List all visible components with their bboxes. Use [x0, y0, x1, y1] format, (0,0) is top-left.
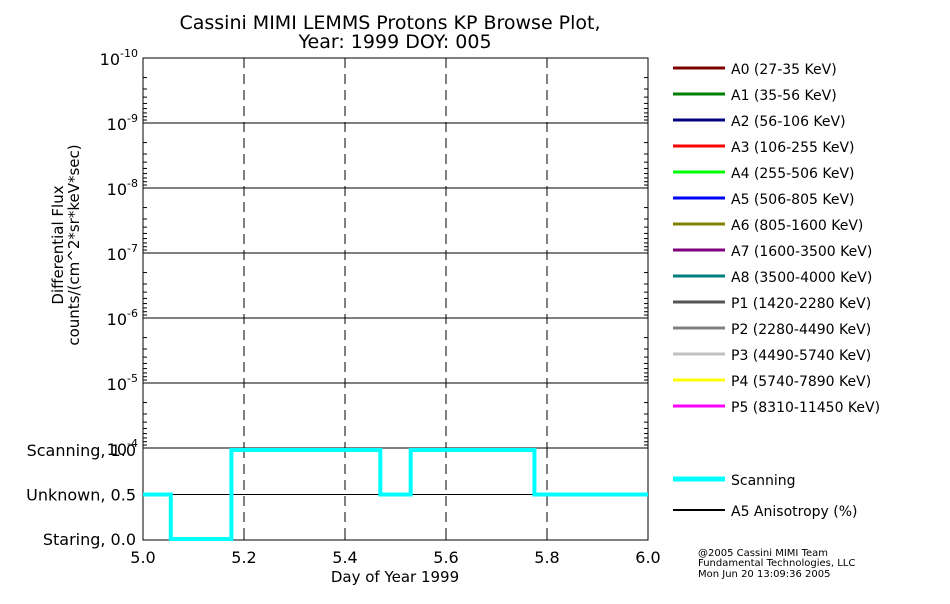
legend-label: P3 (4490-5740 KeV) — [731, 348, 871, 364]
legend-label: A3 (106-255 KeV) — [731, 140, 854, 156]
y-tick-label: 10-4 — [107, 437, 138, 459]
credit-line1: @2005 Cassini MIMI Team — [698, 548, 828, 559]
credit-line3: Mon Jun 20 13:09:36 2005 — [698, 569, 831, 580]
legend-label: A6 (805-1600 KeV) — [731, 218, 863, 234]
y-axis-label-line2: counts/(cm^2*sr*keV*sec) — [65, 144, 83, 345]
y-tick-label: 10-10 — [100, 47, 138, 69]
y-axis-label-line1: Differential Flux — [49, 185, 67, 304]
x-axis: 5.0 5.2 5.4 5.6 5.8 6.0 Day of Year 1999 — [130, 58, 661, 586]
y-tick-label: 10-8 — [107, 177, 138, 199]
chart-title-line1: Cassini MIMI LEMMS Protons KP Browse Plo… — [179, 12, 600, 34]
x-tick-label: 5.2 — [231, 548, 256, 567]
status-y-tick-label: Scanning, 1.0 — [27, 441, 136, 460]
y-tick-label: 10-5 — [107, 372, 138, 394]
series-scanning-line — [143, 448, 648, 541]
legend-label: P2 (2280-4490 KeV) — [731, 322, 871, 338]
x-tick-labels: 5.0 5.2 5.4 5.6 5.8 6.0 — [130, 548, 660, 567]
legend-label: A8 (3500-4000 KeV) — [731, 270, 872, 286]
x-tick-label: 6.0 — [635, 548, 660, 567]
legend-label: P1 (1420-2280 KeV) — [731, 296, 871, 312]
x-ticks — [142, 58, 649, 540]
legend-status: Scanning A5 Anisotropy (%) — [673, 473, 858, 520]
x-tick-label: 5.8 — [534, 548, 559, 567]
legend-label: A5 (506-805 KeV) — [731, 192, 854, 208]
status-panel: Scanning, 1.0 Unknown, 0.5 Staring, 0.0 — [26, 441, 649, 549]
y-tick-label: 10-7 — [107, 242, 138, 264]
credit: @2005 Cassini MIMI Team Fundamental Tech… — [698, 548, 855, 580]
y-tick-label: 10-9 — [107, 112, 138, 134]
status-series — [143, 448, 648, 541]
legend-flux: A0 (27-35 KeV) A1 (35-56 KeV) A2 (56-106 K… — [673, 62, 880, 416]
flux-vertical-grid — [243, 58, 548, 448]
legend-label: A0 (27-35 KeV) — [731, 62, 837, 78]
flux-horizontal-grid — [143, 122, 648, 384]
status-y-tick-label: Staring, 0.0 — [43, 530, 136, 549]
legend-label: Scanning — [731, 473, 796, 489]
credit-line2: Fundamental Technologies, LLC — [698, 558, 855, 569]
x-tick-label: 5.4 — [332, 548, 357, 567]
legend-label: A1 (35-56 KeV) — [731, 88, 837, 104]
x-tick-label: 5.0 — [130, 548, 155, 567]
y-axis-label: Differential Flux counts/(cm^2*sr*keV*se… — [49, 144, 83, 345]
flux-y-tick-labels: 10-10 10-9 10-8 10-7 10-6 10-5 10-4 — [100, 47, 138, 459]
legend-label: P4 (5740-7890 KeV) — [731, 374, 871, 390]
legend-label: A5 Anisotropy (%) — [731, 504, 858, 520]
x-axis-label: Day of Year 1999 — [331, 568, 459, 586]
legend-label: A7 (1600-3500 KeV) — [731, 244, 872, 260]
flux-minor-ticks — [143, 77, 648, 446]
y-tick-label: 10-6 — [107, 307, 138, 329]
chart-title-line2: Year: 1999 DOY: 005 — [297, 31, 491, 53]
x-tick-label: 5.6 — [433, 548, 458, 567]
legend-label: P5 (8310-11450 KeV) — [731, 400, 880, 416]
status-y-tick-label: Unknown, 0.5 — [26, 486, 136, 505]
flux-panel: 10-10 10-9 10-8 10-7 10-6 10-5 10-4 — [100, 47, 649, 459]
legend-label: A2 (56-106 KeV) — [731, 114, 846, 130]
status-y-tick-labels: Scanning, 1.0 Unknown, 0.5 Staring, 0.0 — [26, 441, 136, 549]
legend-label: A4 (255-506 KeV) — [731, 166, 854, 182]
